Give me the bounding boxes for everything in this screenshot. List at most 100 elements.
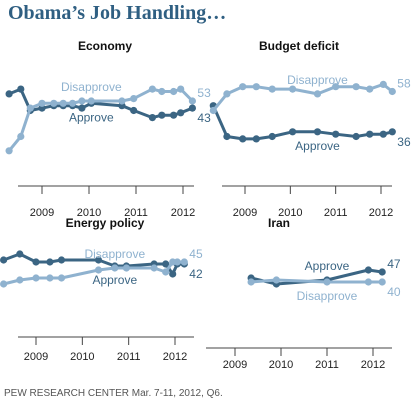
series-name-label: Approve xyxy=(69,110,114,124)
data-point-disapprove xyxy=(148,85,156,93)
data-point-approve xyxy=(364,266,372,274)
series-line-approve xyxy=(8,87,193,120)
series-name-label: Disapprove xyxy=(297,289,358,303)
data-point-disapprove xyxy=(122,264,130,272)
data-point-disapprove xyxy=(16,276,24,284)
data-point-disapprove xyxy=(223,90,231,98)
data-point-disapprove xyxy=(162,268,170,276)
data-point-disapprove xyxy=(364,278,372,286)
data-point-disapprove xyxy=(94,266,103,274)
data-point-approve xyxy=(332,130,340,138)
panel-title: Energy policy xyxy=(66,216,145,230)
data-point-disapprove xyxy=(5,147,13,155)
data-point-disapprove xyxy=(130,95,138,103)
panel-economy: Economy 2009 2010 2011 2012 Approve 43 Disappro… xyxy=(5,39,211,219)
data-point-disapprove xyxy=(252,83,260,91)
data-point-disapprove xyxy=(118,97,126,105)
data-point-approve xyxy=(5,90,13,98)
panel-title: Budget deficit xyxy=(259,39,339,53)
data-point-disapprove xyxy=(323,278,331,286)
series-line-approve xyxy=(211,105,393,141)
data-point-disapprove xyxy=(50,99,58,107)
series-name-label: Disapprove xyxy=(61,80,122,94)
x-tick-label: 2012 xyxy=(171,207,195,219)
data-point-approve xyxy=(378,268,386,276)
x-tick-label: 2012 xyxy=(163,351,187,363)
data-point-approve xyxy=(366,130,374,138)
series-name-label: Disapprove xyxy=(84,247,145,261)
data-point-disapprove xyxy=(173,258,181,266)
series-end-value-label: 43 xyxy=(197,111,211,125)
data-point-disapprove xyxy=(17,132,25,141)
data-point-disapprove xyxy=(0,280,8,288)
data-point-disapprove xyxy=(38,99,46,107)
series-end-value-label: 45 xyxy=(189,247,203,261)
data-point-disapprove xyxy=(177,85,185,93)
data-point-disapprove xyxy=(26,104,34,112)
series-end-value-label: 58 xyxy=(397,77,411,91)
data-point-approve xyxy=(169,270,177,278)
x-tick-label: 2012 xyxy=(369,207,393,219)
panel-title: Iran xyxy=(268,216,290,230)
data-point-disapprove xyxy=(69,99,77,107)
data-point-disapprove xyxy=(150,264,158,272)
data-point-approve xyxy=(268,132,276,141)
data-point-disapprove xyxy=(352,83,360,91)
data-point-approve xyxy=(289,128,297,136)
data-point-approve xyxy=(170,111,178,119)
x-tick-label: 2010 xyxy=(269,359,293,371)
data-point-approve xyxy=(46,258,54,266)
data-point-approve xyxy=(32,258,40,266)
data-point-approve xyxy=(352,132,360,141)
data-point-disapprove xyxy=(158,87,166,96)
data-point-approve xyxy=(188,104,196,112)
x-tick-label: 2009 xyxy=(30,207,54,219)
series-end-value-label: 36 xyxy=(397,135,411,149)
x-tick-label: 2011 xyxy=(117,351,141,363)
data-point-approve xyxy=(0,256,8,264)
data-point-disapprove xyxy=(268,85,276,93)
source-footer: PEW RESEARCH CENTER Mar. 7-11, 2012, Q6. xyxy=(4,388,223,399)
data-point-approve xyxy=(379,130,387,138)
panel-iran: Iran 2009 2010 2011 2012 Approve 47 Disapprove 4… xyxy=(206,216,401,371)
data-point-approve xyxy=(78,104,86,112)
x-tick-label: 2010 xyxy=(77,207,101,219)
data-point-approve xyxy=(313,128,322,136)
data-point-approve xyxy=(158,111,166,119)
data-point-disapprove xyxy=(57,274,66,282)
data-point-disapprove xyxy=(32,274,40,282)
data-point-approve xyxy=(177,109,185,117)
x-tick-label: 2009 xyxy=(233,207,257,219)
panel-energy-policy: Energy policy 2009 2010 2011 2012 Approve 42 Di… xyxy=(0,216,203,363)
series-end-value-label: 42 xyxy=(189,267,203,281)
series-end-value-label: 47 xyxy=(387,257,401,271)
x-tick-label: 2009 xyxy=(24,351,48,363)
data-point-disapprove xyxy=(239,83,247,91)
data-point-disapprove xyxy=(111,264,119,272)
series-name-label: Approve xyxy=(92,273,137,287)
data-point-disapprove xyxy=(379,80,387,88)
data-point-disapprove xyxy=(313,90,322,98)
data-point-approve xyxy=(94,256,103,264)
data-point-approve xyxy=(148,114,156,122)
data-point-disapprove xyxy=(332,83,340,91)
data-point-approve xyxy=(130,106,138,115)
data-point-disapprove xyxy=(87,97,95,105)
series-end-value-label: 40 xyxy=(387,285,401,299)
data-point-approve xyxy=(17,85,25,93)
data-point-disapprove xyxy=(378,278,386,286)
data-point-disapprove xyxy=(170,87,178,96)
x-tick-label: 2010 xyxy=(70,351,94,363)
data-point-approve xyxy=(388,128,396,136)
panel-title: Economy xyxy=(78,39,132,53)
data-point-disapprove xyxy=(180,258,188,266)
series-name-label: Disapprove xyxy=(287,73,348,87)
data-point-disapprove xyxy=(272,276,280,284)
x-tick-label: 2009 xyxy=(223,359,247,371)
x-tick-label: 2011 xyxy=(124,207,148,219)
data-point-approve xyxy=(57,256,66,264)
data-point-disapprove xyxy=(188,97,196,105)
series-line-disapprove xyxy=(250,278,383,284)
panel-budget-deficit: Budget deficit 2009 2010 2011 2012 Approve 36 D… xyxy=(209,39,411,219)
